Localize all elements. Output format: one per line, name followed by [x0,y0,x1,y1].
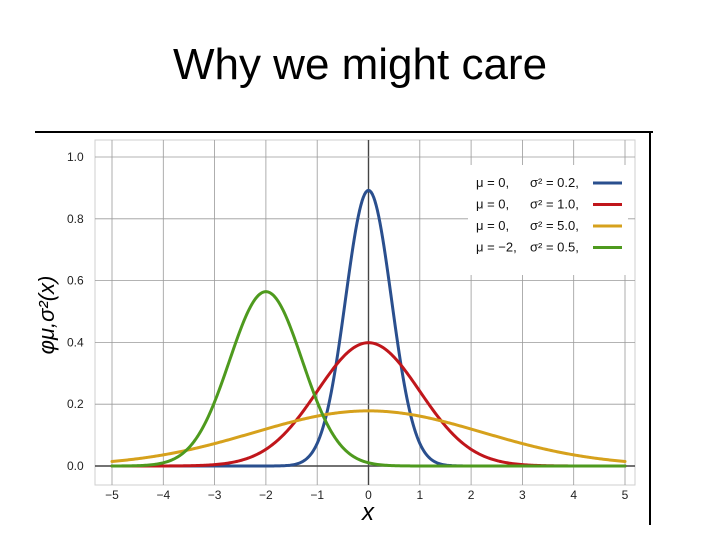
series-line-3 [110,290,627,468]
legend-mu-text: μ = 0, [476,197,509,212]
legend-mu-text: μ = 0, [476,175,509,190]
x-axis-label: x [361,499,375,526]
series-lines [110,188,627,468]
x-tick-label: 0 [365,488,372,502]
plot-area-border [94,139,636,486]
x-tick-label: 2 [468,488,475,502]
legend-sigma-text: σ² = 5.0, [530,218,579,233]
x-tick-label: −3 [208,488,222,502]
x-tick-label: −1 [310,488,324,502]
series-line-2 [110,409,627,463]
slide-title: Why we might care [172,40,548,89]
x-tick-label: 5 [622,488,629,502]
legend-sigma-text: σ² = 1.0, [530,197,579,212]
y-tick-label: 0.2 [67,397,84,411]
x-tick-label: 1 [416,488,423,502]
chart-frame [35,131,653,525]
legend-mu-text: μ = 0, [476,218,509,233]
x-tick-label: 3 [519,488,526,502]
legend-sigma-text: σ² = 0.5, [530,240,579,255]
x-tick-label: −2 [259,488,273,502]
y-tick-label: 0.0 [67,459,84,473]
legend-sigma-text: σ² = 0.2, [530,175,579,190]
y-tick-labels: 0.0 0.2 0.4 0.6 0.8 1.0 [67,150,84,473]
y-tick-label: 1.0 [67,150,84,164]
x-tick-labels: −5 −4 −3 −2 −1 0 1 2 3 4 5 [105,488,629,502]
y-axis-label: φμ,σ²(x) [34,276,59,355]
y-tick-label: 0.4 [67,335,84,349]
x-tick-label: −4 [156,488,170,502]
x-tick-label: −5 [105,488,119,502]
legend-mu-text: μ = −2, [476,240,517,255]
chart-legend: μ = 0, σ² = 0.2, μ = 0, σ² = 1.0, μ = 0, σ² =… [468,165,628,275]
y-tick-label: 0.6 [67,274,84,288]
y-tick-label: 0.8 [67,212,84,226]
x-tick-label: 4 [570,488,577,502]
